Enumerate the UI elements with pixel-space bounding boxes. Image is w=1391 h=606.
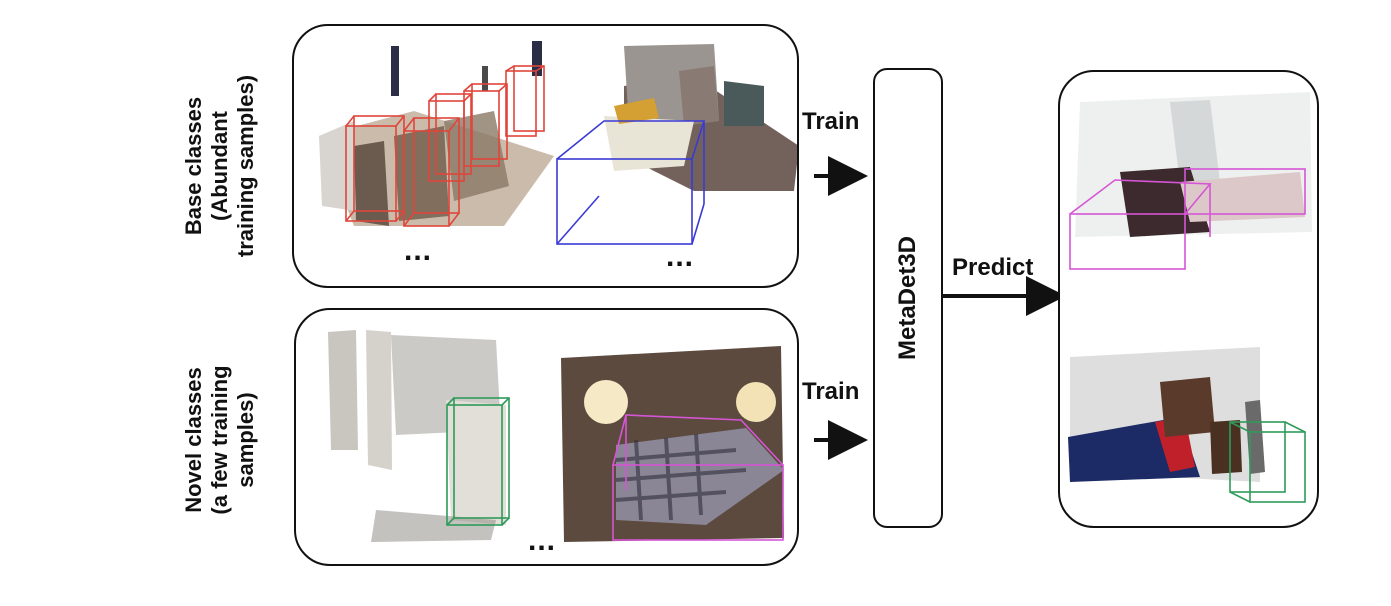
- novel-scenes-illustration: [328, 330, 784, 542]
- metadet3d-label-wrap: MetaDet3D: [873, 68, 943, 528]
- novel-train-label: Train: [802, 378, 860, 405]
- base-scene-dining-room: [319, 41, 554, 227]
- base-scene-bedroom: [556, 44, 797, 245]
- metadet3d-label: MetaDet3D: [894, 235, 921, 361]
- base-ellipsis-right: ...: [666, 240, 695, 273]
- novel-classes-panel: ...: [294, 308, 799, 566]
- novel-ellipsis: ...: [528, 524, 557, 557]
- prediction-scene-top: [1069, 92, 1312, 270]
- base-train-label: Train: [802, 108, 860, 135]
- base-scenes-illustration: [319, 41, 797, 245]
- base-ellipsis-left: ...: [404, 234, 433, 267]
- novel-scene-bookshelf: [328, 330, 510, 542]
- prediction-scene-bottom: [1068, 347, 1306, 503]
- base-classes-panel: ... ...: [292, 24, 799, 288]
- predict-label: Predict: [952, 254, 1034, 281]
- prediction-scenes-illustration: [1068, 92, 1312, 503]
- novel-scene-bedroom: [561, 346, 784, 542]
- prediction-panel: [1058, 70, 1319, 528]
- metadet3d-box: [873, 68, 943, 528]
